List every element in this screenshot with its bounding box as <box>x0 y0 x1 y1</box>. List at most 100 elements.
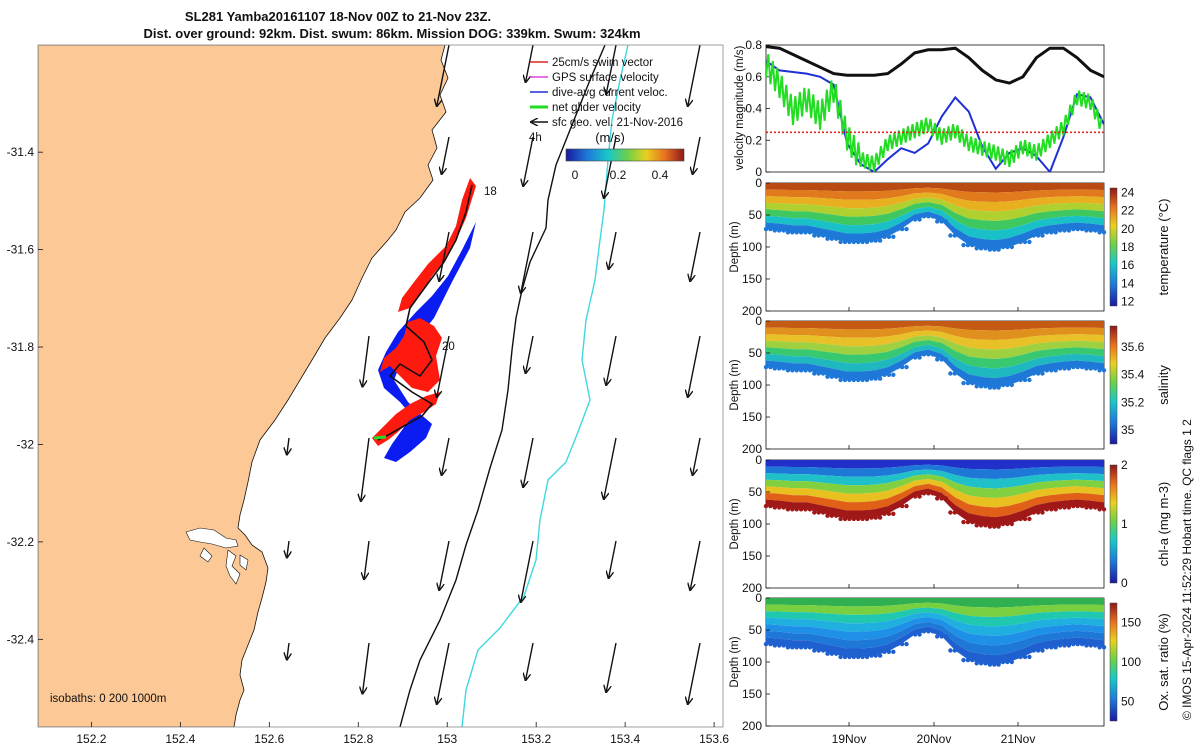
depth-tick-label: 50 <box>749 208 763 222</box>
geo-arrow <box>609 540 617 577</box>
depth-tick-label: 200 <box>742 304 762 318</box>
section-salinity: 0 50 100 150 200 Depth (m) 35 35.2 35.4 35.6 salin… <box>729 314 1171 456</box>
colorbar-tick-label: 0 <box>1121 576 1128 590</box>
velocity-panel: 0 0.2 0.4 0.6 0.8 velocity magnitude (m/s) <box>734 38 1105 179</box>
section-profile-dot <box>970 657 975 663</box>
section-profile-dot <box>877 653 883 658</box>
section-profile-dot <box>935 219 940 224</box>
section-profile-dot <box>856 239 861 245</box>
credit-text: © IMOS 15-Apr-2024 11:52:29 Hobart time.… <box>1180 419 1194 720</box>
section-profile-dot <box>842 377 848 383</box>
section-profile-dot <box>939 634 944 639</box>
section-profile-dot <box>983 246 988 251</box>
section-profile-dot <box>785 507 791 512</box>
section-profile-dot <box>860 516 865 522</box>
section-band <box>766 464 1104 479</box>
swim-vectors-swath-2 <box>380 318 442 392</box>
section-profile-dot <box>987 524 993 529</box>
section-profile-dot <box>1093 366 1098 371</box>
map-x-axis: 152.2 152.4 152.6 152.8 153 153.2 153.4 153.6 <box>76 722 729 746</box>
section-profile-dot <box>856 654 861 660</box>
section-profile-dot <box>1040 371 1045 376</box>
section-profile-dot <box>1040 648 1045 653</box>
section-profile-dot <box>1031 371 1037 376</box>
map-x-tick-label: 152.8 <box>343 732 373 746</box>
section-profile-dot <box>987 385 993 390</box>
section-profile-dot <box>812 648 817 653</box>
section-profile-dot <box>1005 382 1010 388</box>
section-profile-dot <box>812 371 817 376</box>
depth-tick-label: 50 <box>749 623 763 637</box>
colorbar-tick-label: 35.4 <box>1121 368 1145 382</box>
section-profile-dot <box>1101 507 1107 512</box>
geo-arrow <box>688 45 701 105</box>
section-profile-dot <box>816 371 821 376</box>
section-profile-dot <box>825 374 830 379</box>
section-colorbar <box>1109 602 1118 722</box>
section-profile-dot <box>807 230 813 235</box>
section-profile-dot <box>1101 368 1107 373</box>
section-profile-dot <box>996 524 1001 529</box>
speed-colorbar <box>565 148 685 162</box>
section-profile-dot <box>956 510 962 515</box>
section-profile-dot <box>781 366 786 371</box>
section-profile-dot <box>1071 503 1076 509</box>
section-profile-dot <box>798 507 804 512</box>
section-band <box>766 483 1104 518</box>
geo-arrow <box>604 136 617 197</box>
colorbar-tick-label: 16 <box>1121 258 1135 272</box>
section-profile-dot <box>952 233 957 238</box>
section-profile-dot <box>913 632 918 637</box>
section-profile-dot <box>1097 230 1102 235</box>
section-profile-dot <box>777 228 782 233</box>
section-profile-dot <box>1079 503 1085 509</box>
section-profile-dot <box>877 376 883 381</box>
velocity-y-tick-label: 0.4 <box>745 102 762 116</box>
section-profile-dot <box>956 233 962 238</box>
legend-item-swim: 25cm/s swim vector <box>530 57 653 69</box>
section-profile-dot <box>1075 226 1080 232</box>
legend-item-gps: GPS surface velocity <box>530 72 659 84</box>
section-profile-dot <box>860 239 865 245</box>
section-profile-dot <box>1101 230 1107 235</box>
section-profile-dot <box>939 496 944 501</box>
geo-arrow <box>693 437 701 474</box>
section-profile-dot <box>1093 505 1098 510</box>
section-profile-dot <box>1057 228 1063 233</box>
section-profile-dot <box>851 239 856 245</box>
section-profile-dot <box>869 653 874 658</box>
colorbar-tick-label: 22 <box>1121 204 1135 218</box>
map-frame <box>37 44 724 728</box>
geo-arrow <box>287 642 289 659</box>
geo-arrow <box>606 335 617 384</box>
section-profile-dot <box>1084 505 1089 510</box>
section-profile-dot <box>834 651 839 656</box>
section-band <box>766 598 1104 608</box>
geo-arrow <box>361 437 370 500</box>
section-profile-dot <box>952 510 957 515</box>
depth-tick-label: 150 <box>742 549 762 563</box>
section-band <box>766 206 1104 241</box>
section-profile-dot <box>768 503 773 509</box>
section-profile-dot <box>768 641 773 647</box>
section-profile-dot <box>1088 228 1094 233</box>
map-y-tick-label: -32.2 <box>7 535 35 549</box>
section-profile-dot <box>847 239 852 245</box>
section-colorbar <box>1109 464 1118 584</box>
section-profile-dot <box>864 654 870 660</box>
geo-arrow <box>364 540 370 578</box>
section-profile-dot <box>1084 228 1089 233</box>
section-profile-dot <box>1005 521 1010 527</box>
section-profile-dot <box>807 645 813 650</box>
section-profile-dot <box>816 648 821 653</box>
section-profile-dot <box>1031 510 1037 515</box>
geostrophic-velocity-arrows <box>287 45 701 703</box>
section-profile-dot <box>1066 366 1072 371</box>
map-x-tick-label: 153.6 <box>699 732 729 746</box>
section-profile-dot <box>882 372 887 377</box>
map-x-tick-label: 153 <box>437 732 457 746</box>
section-profile-dot <box>812 233 817 238</box>
section-profile-dot <box>1018 377 1023 383</box>
section-profile-dot <box>1031 233 1037 238</box>
section-profile-dot <box>873 238 878 243</box>
